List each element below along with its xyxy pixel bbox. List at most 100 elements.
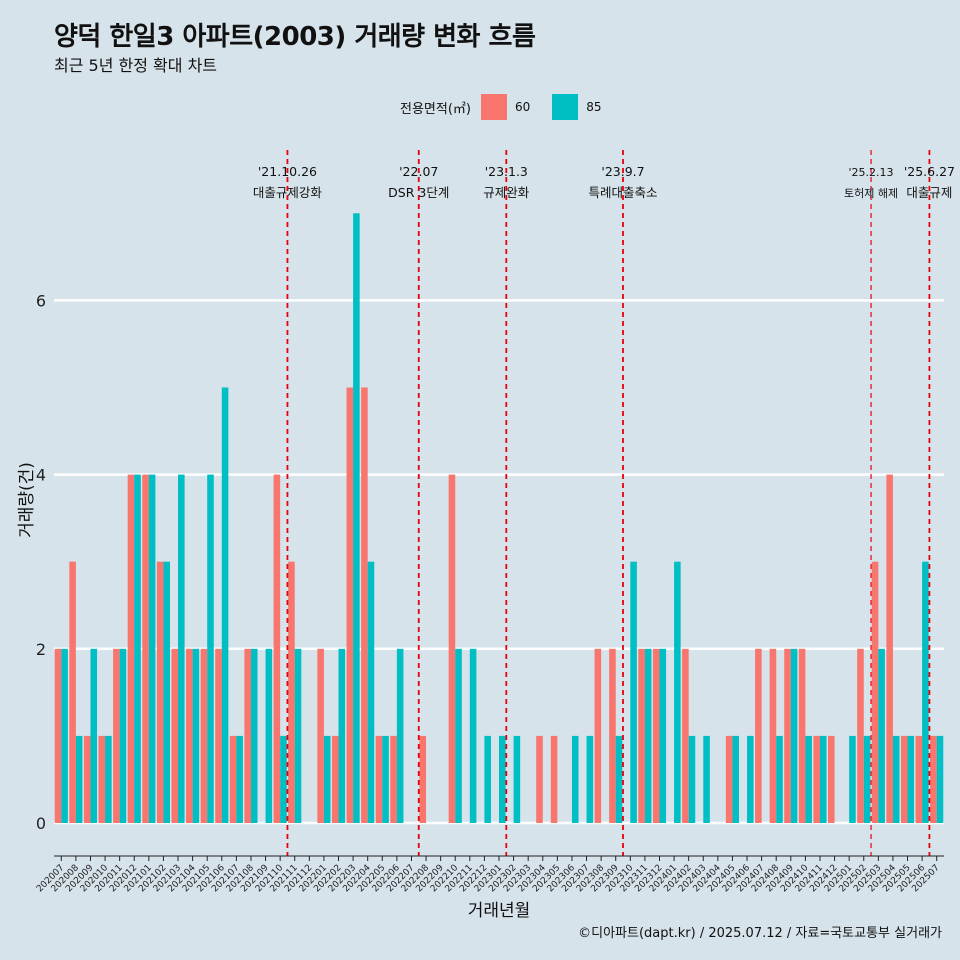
bar-60-202504 — [886, 474, 893, 823]
bar-60-202409 — [784, 648, 791, 823]
bar-85-202102 — [163, 561, 170, 823]
bar-85-202106 — [221, 387, 229, 823]
bar-60-202505 — [900, 735, 908, 823]
bar-60-202011 — [113, 648, 120, 823]
event-label-1: DSR 3단계 — [388, 185, 449, 200]
bar-85-202205 — [382, 735, 389, 823]
y-tick-label: 4 — [36, 466, 46, 485]
event-label-4: 토허제 해제 — [844, 186, 898, 200]
bar-85-202501 — [849, 735, 856, 823]
bar-60-202503 — [871, 561, 879, 823]
bar-60-202110 — [273, 474, 281, 823]
bar-85-202503 — [878, 648, 885, 823]
bar-60-202305 — [550, 735, 558, 823]
event-date-0: '21.10.26 — [258, 164, 317, 179]
bar-60-202103 — [171, 648, 179, 823]
event-date-3: '23.9.7 — [601, 164, 644, 179]
bar-85-202507 — [936, 735, 944, 823]
bar-85-202007 — [61, 648, 68, 823]
bar-85-202312 — [659, 648, 667, 823]
bar-85-202408 — [776, 735, 783, 823]
bar-60-202010 — [98, 735, 106, 823]
bar-60-202111 — [288, 561, 295, 823]
legend-swatch-85 — [552, 94, 579, 120]
legend: 전용면적(㎡) 60 85 — [400, 93, 624, 121]
bar-85-202302 — [513, 735, 521, 823]
bar-60-202101 — [142, 474, 149, 823]
event-label-3: 특례대출축소 — [589, 185, 658, 200]
event-label-0: 대출규제강화 — [253, 185, 323, 200]
bar-60-202309 — [609, 648, 616, 823]
bar-85-202011 — [119, 648, 127, 823]
bar-60-202405 — [725, 735, 733, 823]
bar-85-202411 — [819, 735, 827, 823]
y-axis-title: 거래량(건) — [17, 462, 37, 538]
bar-85-202505 — [907, 735, 915, 823]
bar-85-202203 — [353, 213, 360, 824]
y-tick-label: 0 — [36, 814, 46, 833]
bar-85-202107 — [236, 735, 243, 823]
y-tick-label: 6 — [36, 291, 46, 310]
bar-85-202202 — [338, 648, 346, 823]
x-axis-title: 거래년월 — [468, 901, 531, 921]
bar-60-202402 — [682, 648, 689, 823]
event-date-5: '25.6.27 — [904, 164, 955, 179]
bar-85-202401 — [674, 561, 681, 823]
bar-85-202306 — [571, 735, 579, 823]
event-date-2: '23.1.3 — [485, 164, 528, 179]
bar-60-202407 — [755, 648, 762, 823]
bar-60-202206 — [390, 735, 397, 823]
chart-title: 양덕 한일3 아파트(2003) 거래량 변화 흐름 — [54, 22, 536, 52]
bar-60-202106 — [215, 648, 222, 823]
bar-60-202007 — [54, 648, 62, 823]
bar-60-202308 — [594, 648, 602, 823]
legend-label-85: 85 — [586, 100, 602, 114]
bar-85-202101 — [148, 474, 156, 823]
bar-85-202211 — [469, 648, 477, 823]
bar-85-202110 — [280, 735, 287, 823]
bar-85-202502 — [863, 735, 871, 823]
bar-85-202309 — [615, 735, 623, 823]
bar-60-202203 — [346, 387, 354, 823]
bar-85-202409 — [790, 648, 798, 823]
bar-60-202312 — [652, 648, 660, 823]
event-date-1: '22.07 — [399, 164, 438, 179]
bar-85-202104 — [192, 648, 200, 823]
bar-60-202012 — [127, 474, 135, 823]
bar-60-202008 — [69, 561, 76, 823]
bar-60-202102 — [156, 561, 164, 823]
bar-85-202204 — [367, 561, 375, 823]
bar-85-202008 — [75, 735, 83, 823]
bar-85-202402 — [688, 735, 696, 823]
bar-60-202410 — [798, 648, 806, 823]
bar-85-202109 — [265, 648, 273, 823]
bar-60-202210 — [448, 474, 456, 823]
bar-60-202506 — [915, 735, 923, 823]
bar-85-202108 — [250, 648, 258, 823]
bar-85-202010 — [105, 735, 112, 823]
bar-60-202502 — [857, 648, 864, 823]
bar-60-202412 — [828, 735, 835, 823]
bar-85-202212 — [484, 735, 491, 823]
legend-title: 전용면적(㎡) — [400, 101, 471, 117]
bar-85-202206 — [396, 648, 404, 823]
bar-60-202208 — [419, 735, 427, 823]
event-label-2: 규제완화 — [483, 185, 530, 200]
bar-85-202403 — [703, 735, 710, 823]
bar-85-202506 — [922, 561, 929, 823]
bar-60-202201 — [317, 648, 324, 823]
bar-85-202103 — [178, 474, 185, 823]
bar-85-202307 — [586, 735, 594, 823]
bar-85-202410 — [805, 735, 812, 823]
bar-85-202012 — [134, 474, 141, 823]
bar-85-202311 — [644, 648, 652, 823]
bar-60-202408 — [769, 648, 777, 823]
bar-60-202009 — [83, 735, 91, 823]
bar-60-202107 — [229, 735, 237, 823]
bar-60-202204 — [361, 387, 368, 823]
legend-swatch-60 — [480, 94, 507, 120]
y-tick-label: 2 — [36, 640, 46, 659]
bar-85-202301 — [499, 735, 506, 823]
event-date-4: '25.2.13 — [849, 166, 894, 179]
